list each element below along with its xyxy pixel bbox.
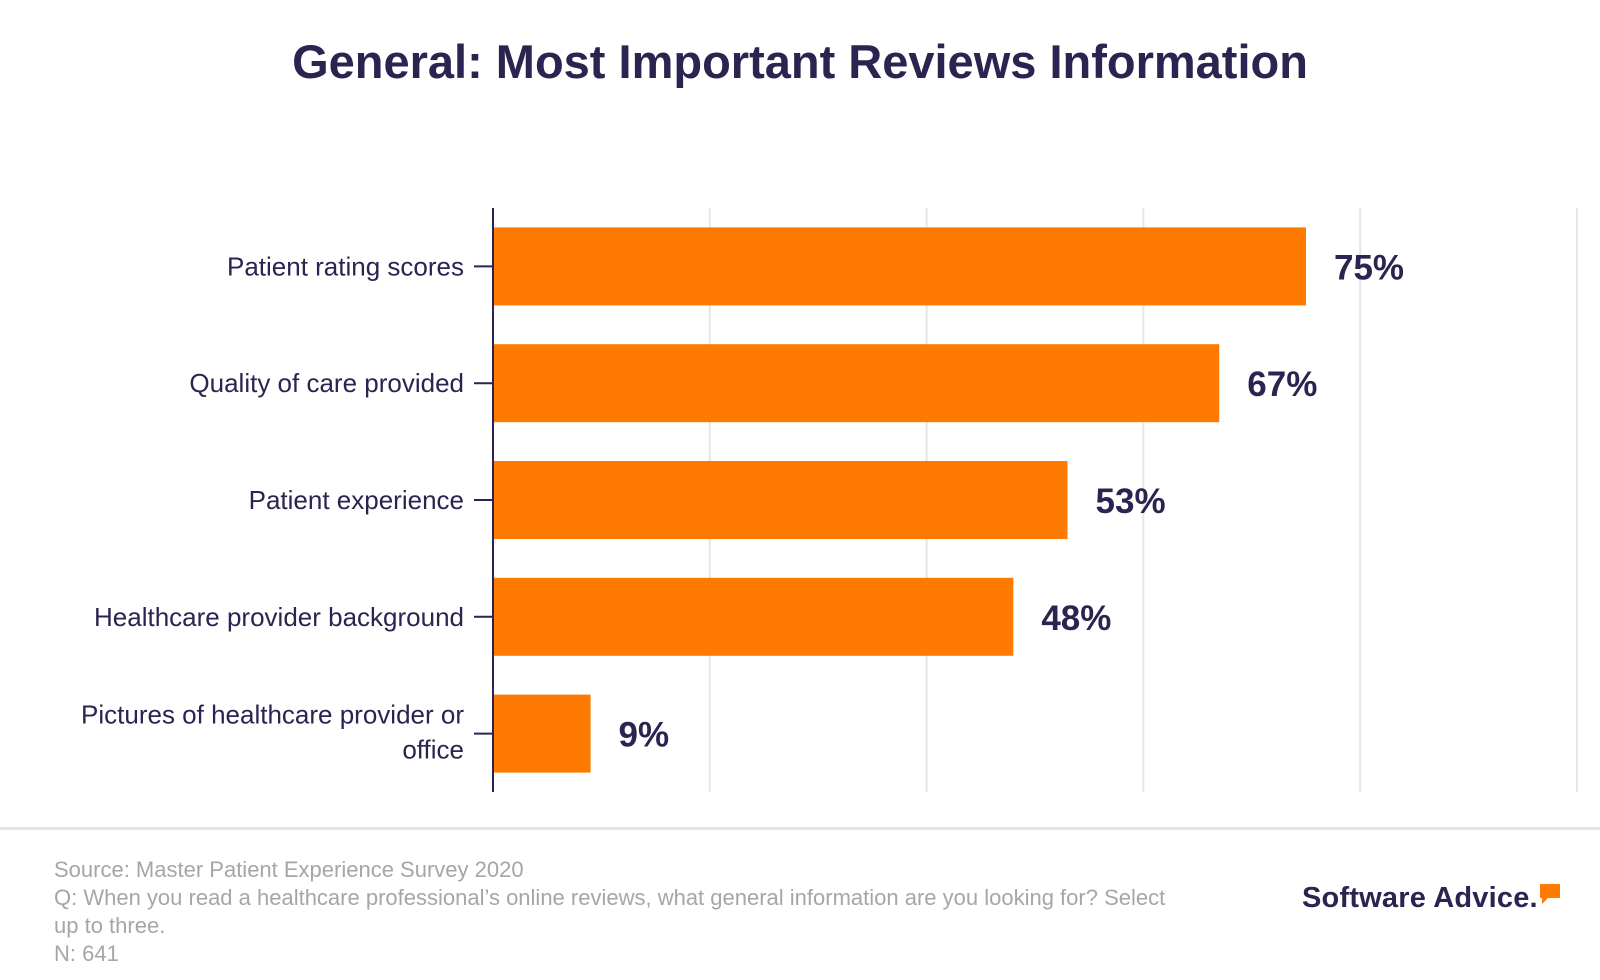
bar-chart: Patient rating scores Quality of care pro… <box>81 208 1578 792</box>
value-label: 67% <box>1247 365 1317 404</box>
value-label: 75% <box>1334 248 1404 287</box>
category-label: Patient experience <box>249 485 464 515</box>
speech-bubble-icon <box>1539 884 1560 904</box>
category-label: Quality of care provided <box>189 368 464 398</box>
bar <box>493 344 1220 423</box>
chart-title: General: Most Important Reviews Informat… <box>292 35 1308 88</box>
bar <box>493 461 1068 539</box>
bar <box>493 577 1014 656</box>
category-labels: Patient rating scores Quality of care pro… <box>81 251 493 765</box>
value-label: 48% <box>1041 599 1111 638</box>
bars <box>493 227 1306 773</box>
category-label: Healthcare provider background <box>94 602 464 632</box>
footer-divider <box>0 827 1600 830</box>
bar <box>493 227 1306 306</box>
value-label: 53% <box>1096 482 1166 521</box>
bar <box>493 694 591 773</box>
source-note: Source: Master Patient Experience Survey… <box>54 857 524 882</box>
logo-text: Software Advice. <box>1302 882 1538 914</box>
footer-notes: Source: Master Patient Experience Survey… <box>54 856 1174 968</box>
category-label: Pictures of healthcare provider or office <box>81 700 464 765</box>
software-advice-logo: Software Advice. <box>1302 882 1560 915</box>
category-label: Patient rating scores <box>227 251 464 281</box>
sample-size-note: N: 641 <box>54 941 119 966</box>
value-labels: 75% 67% 53% 48% 9% <box>619 248 1405 754</box>
question-note: Q: When you read a healthcare profession… <box>54 885 1166 938</box>
value-label: 9% <box>619 716 670 755</box>
